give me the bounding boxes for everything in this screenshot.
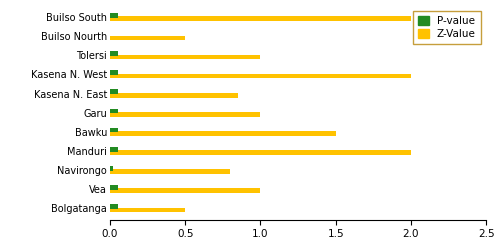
Bar [110, 150, 411, 155]
Bar [110, 93, 238, 98]
Bar [110, 36, 185, 40]
Bar [110, 128, 118, 132]
Bar [110, 112, 260, 117]
Bar [110, 131, 336, 136]
Legend: P-value, Z-Value: P-value, Z-Value [413, 11, 481, 44]
Bar [110, 204, 118, 209]
Bar [110, 188, 260, 193]
Bar [110, 208, 185, 212]
Bar [110, 13, 118, 18]
Bar [110, 109, 118, 113]
Bar [110, 51, 118, 56]
Bar [110, 55, 260, 59]
Bar [110, 169, 230, 174]
Bar [110, 16, 411, 21]
Bar [110, 185, 118, 190]
Bar [110, 147, 118, 151]
Bar [110, 166, 113, 171]
Bar [110, 74, 411, 78]
Bar [110, 89, 118, 94]
Bar [110, 70, 118, 75]
